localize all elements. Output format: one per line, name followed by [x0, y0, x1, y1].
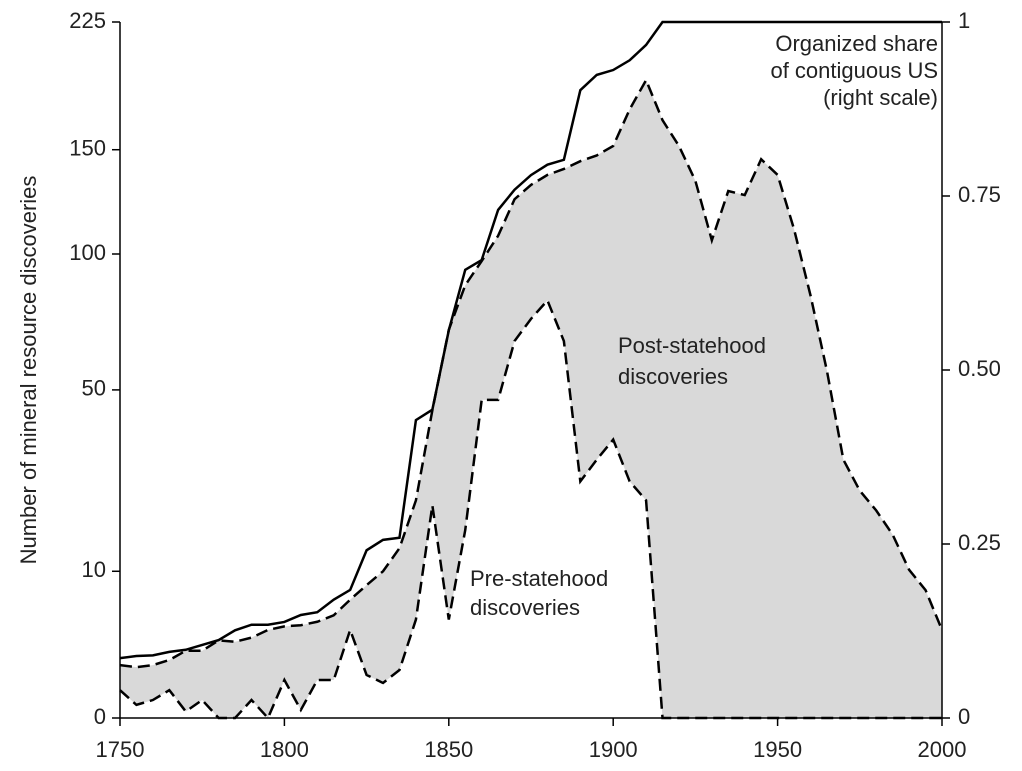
- y2-tick-label: 0: [958, 704, 970, 729]
- x-tick-label: 2000: [918, 737, 967, 762]
- annotation: (right scale): [823, 85, 938, 110]
- x-tick-label: 1950: [753, 737, 802, 762]
- annotation: Organized share: [775, 31, 938, 56]
- y-tick-label: 150: [69, 136, 106, 161]
- annotation: Pre-statehood: [470, 566, 608, 591]
- y-tick-label: 225: [69, 8, 106, 33]
- y2-tick-label: 0.50: [958, 356, 1001, 381]
- y-tick-label: 10: [82, 557, 106, 582]
- series-line: [119, 77, 944, 669]
- y2-tick-label: 0.75: [958, 182, 1001, 207]
- annotation: discoveries: [618, 364, 728, 389]
- annotation: of contiguous US: [770, 58, 938, 83]
- x-tick-label: 1800: [260, 737, 309, 762]
- y-tick-label: 50: [82, 376, 106, 401]
- area-fill: [120, 80, 942, 718]
- annotation: Post-statehood: [618, 333, 766, 358]
- y2-tick-label: 1: [958, 8, 970, 33]
- y-axis-label: Number of mineral resource discoveries: [16, 176, 41, 565]
- y-tick-label: 0: [94, 704, 106, 729]
- x-tick-label: 1900: [589, 737, 638, 762]
- y2-tick-label: 0.25: [958, 530, 1001, 555]
- x-tick-label: 1850: [424, 737, 473, 762]
- annotation: discoveries: [470, 595, 580, 620]
- x-tick-label: 1750: [96, 737, 145, 762]
- y-tick-label: 100: [69, 240, 106, 265]
- series-line: [119, 20, 942, 660]
